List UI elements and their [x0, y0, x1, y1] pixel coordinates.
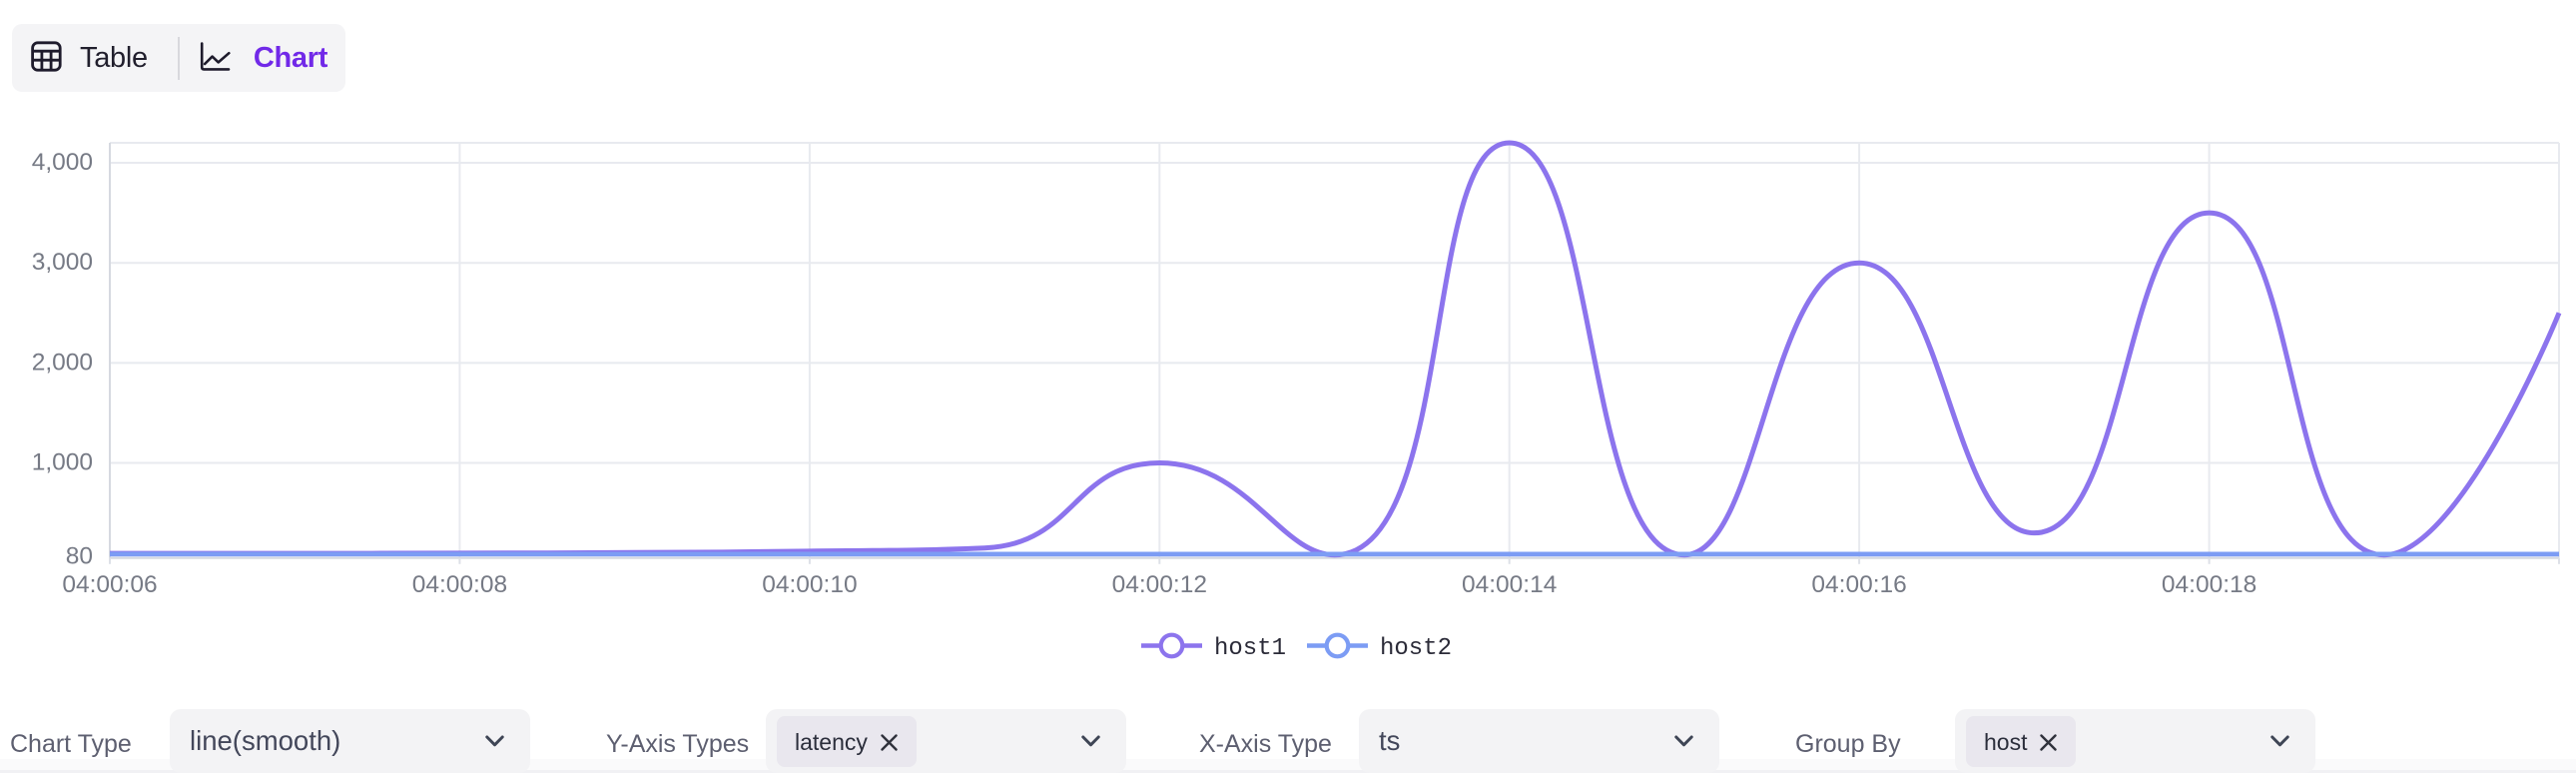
svg-text:2,000: 2,000: [32, 349, 93, 376]
svg-text:4,000: 4,000: [32, 149, 93, 176]
svg-text:04:00:14: 04:00:14: [1462, 571, 1557, 598]
svg-text:04:00:16: 04:00:16: [1811, 571, 1906, 598]
svg-text:04:00:06: 04:00:06: [62, 571, 157, 598]
svg-text:3,000: 3,000: [32, 249, 93, 276]
svg-text:04:00:08: 04:00:08: [412, 571, 507, 598]
svg-text:04:00:18: 04:00:18: [2162, 571, 2256, 598]
svg-text:1,000: 1,000: [32, 449, 93, 476]
svg-text:host2: host2: [1380, 635, 1452, 662]
svg-text:80: 80: [66, 543, 93, 570]
svg-text:04:00:10: 04:00:10: [762, 571, 857, 598]
svg-text:host1: host1: [1214, 635, 1286, 662]
svg-text:04:00:12: 04:00:12: [1112, 571, 1207, 598]
